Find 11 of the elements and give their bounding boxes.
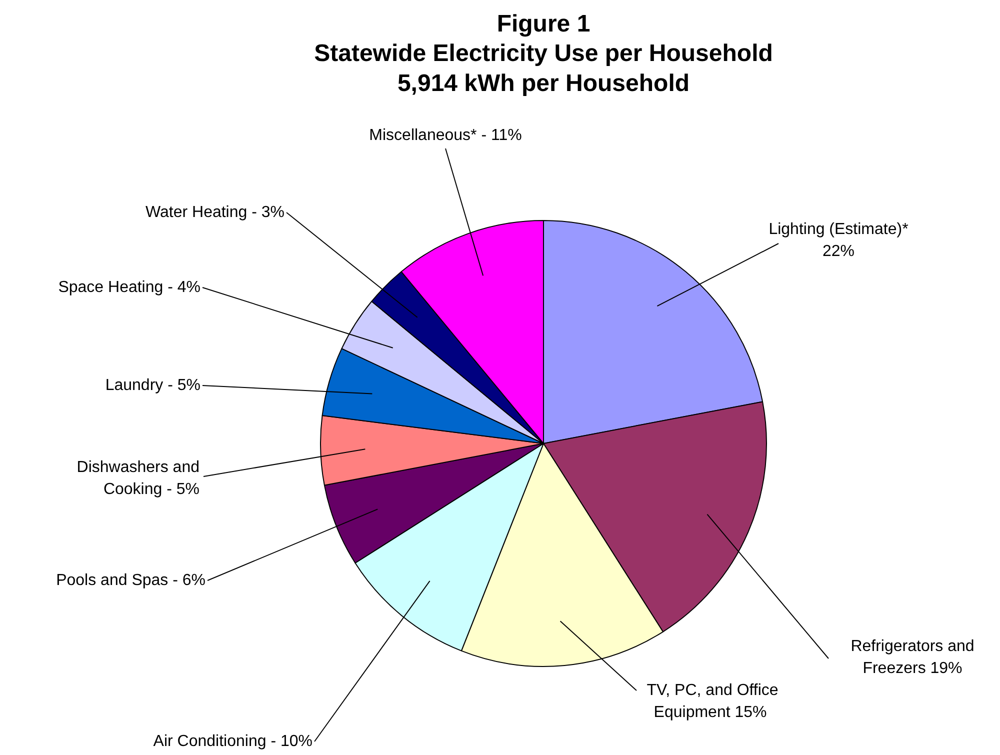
slice-label: Dishwashers and Cooking - 5% <box>76 458 200 498</box>
slice-label: Refrigerators and Freezers 19% <box>850 638 974 678</box>
slice-label: Air Conditioning - 10% <box>153 733 313 750</box>
slice-label: Pools and Spas - 6% <box>56 572 206 589</box>
chart-title: Figure 1 Statewide Electricity Use per Household 5,914 kWh per Household <box>314 10 773 97</box>
slice-label: Water Heating - 3% <box>145 204 284 221</box>
slice-label: Lighting (Estimate)* 22% <box>768 220 908 260</box>
slice-label: Miscellaneous* - 11% <box>369 127 522 144</box>
slice-label: Space Heating - 4% <box>58 279 201 296</box>
slice-label: TV, PC, and Office Equipment 15% <box>646 682 778 722</box>
slice-label: Laundry - 5% <box>105 377 201 394</box>
